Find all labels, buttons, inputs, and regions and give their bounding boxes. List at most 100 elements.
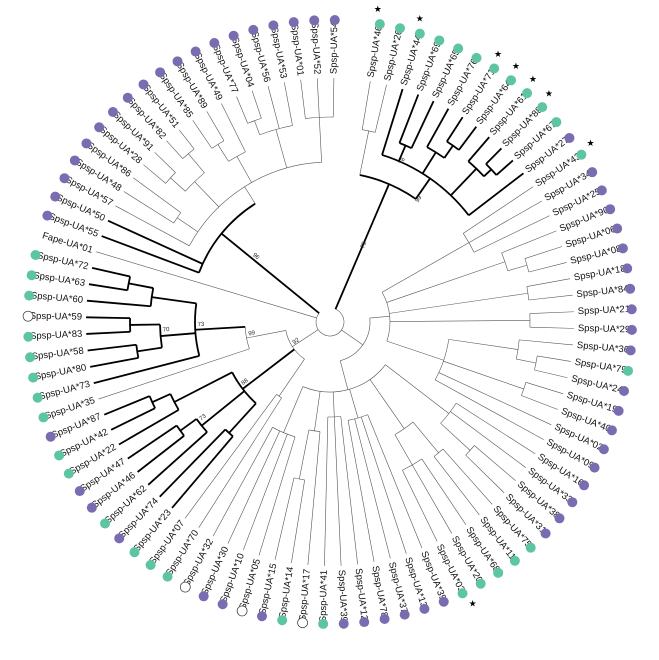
leaf-branch [473, 215, 550, 253]
internal-branch [334, 183, 390, 310]
purple-marker [579, 480, 590, 491]
green-marker [38, 412, 49, 423]
internal-branch [443, 360, 524, 390]
internal-branch [151, 393, 171, 403]
leaf-branch [107, 219, 204, 265]
internal-branch [283, 386, 304, 433]
clade-arc [165, 172, 176, 184]
leaf-branch [354, 418, 391, 559]
leaf-label: Spsp-UA*21 [578, 304, 631, 317]
green-marker [25, 352, 36, 363]
leaf-branch [402, 470, 438, 542]
clade-arc [501, 252, 509, 271]
star-icon: ★ [469, 599, 477, 609]
green-marker [129, 547, 140, 558]
leaf-branch [334, 416, 342, 566]
internal-branch [339, 360, 349, 390]
bootstrap-value: 96 [251, 252, 260, 261]
leaf-label: Spsp-UA*84 [576, 284, 629, 301]
star-icon: ★ [374, 5, 382, 15]
internal-branch [128, 282, 154, 289]
root-arc [315, 308, 345, 337]
green-marker [493, 567, 504, 578]
internal-branch [275, 129, 288, 169]
leaf-branch [307, 431, 321, 566]
leaf-branch [143, 164, 166, 184]
internal-branch [440, 423, 471, 451]
purple-marker [438, 596, 449, 607]
bootstrap-values: 96 75 99 78 99 73 88 92 73 70 [163, 156, 424, 422]
leaf-label: Spsp-UA*63 [32, 270, 85, 289]
bootstrap-value: 75 [360, 240, 368, 249]
star-icon: ★ [512, 62, 520, 72]
purple-marker [589, 462, 600, 473]
clade-arc [340, 318, 371, 361]
clade-arc [173, 212, 182, 224]
clade-arc [381, 292, 391, 342]
leaf-branch [291, 479, 305, 563]
leaf-branch [179, 129, 195, 150]
clade-arc [285, 330, 305, 360]
purple-marker [107, 107, 118, 118]
open-marker [22, 310, 34, 322]
internal-branch [443, 145, 454, 159]
star-icon: ★ [529, 75, 537, 85]
internal-branch [194, 181, 220, 208]
internal-branch [170, 177, 186, 192]
leaf-branch [166, 140, 183, 159]
leaf-branch [398, 94, 420, 144]
leaf-branch [374, 84, 387, 133]
bootstrap-value: 78 [399, 156, 407, 165]
leaf-label: Spsp-UA*18 [573, 263, 626, 283]
purple-marker [626, 324, 637, 335]
clade-arc [485, 163, 498, 176]
clade-arc [381, 154, 470, 216]
leaf-label: Spsp-UA*41 [318, 570, 330, 623]
clade-arc [244, 326, 250, 349]
internal-branch [398, 145, 407, 162]
clade-arc [434, 339, 450, 381]
purple-marker [622, 263, 633, 274]
purple-marker [379, 614, 390, 625]
star-icon: ★ [494, 50, 502, 60]
green-marker [509, 555, 520, 566]
internal-branch [246, 330, 286, 339]
purple-marker [617, 243, 628, 254]
green-marker [414, 28, 425, 39]
leaf-label: Spsp-UA*36 [576, 340, 629, 356]
open-marker [297, 617, 308, 629]
leaf-branch [86, 316, 131, 320]
leaf-branch [446, 116, 464, 143]
internal-branch [201, 390, 245, 427]
leaf-branch [137, 435, 185, 473]
green-marker [434, 35, 445, 46]
purple-marker [613, 405, 624, 416]
leaf-branch [192, 120, 213, 149]
leaf-branch [300, 79, 306, 119]
green-marker [471, 52, 482, 63]
green-marker [54, 450, 65, 461]
leaf-branch [495, 159, 514, 176]
internal-branch [341, 329, 364, 346]
leaf-branch [463, 186, 534, 234]
clade-arc [148, 395, 156, 409]
internal-branch [220, 232, 320, 314]
leaf-branch [118, 409, 180, 446]
clade-arc [302, 364, 386, 393]
internal-branch [160, 332, 196, 337]
bootstrap-value: 99 [415, 194, 424, 203]
purple-marker [598, 444, 609, 455]
internal-branch [369, 315, 390, 319]
purple-marker [114, 533, 125, 544]
internal-branch [359, 130, 370, 176]
leaf-branch [421, 458, 467, 525]
bootstrap-value: 73 [197, 322, 205, 328]
internal-branch [173, 371, 233, 403]
internal-branch [369, 379, 405, 429]
green-marker [457, 588, 468, 599]
leaf-label: Spsp-UA*39 [336, 569, 349, 622]
green-marker [453, 43, 464, 54]
purple-marker [74, 486, 85, 497]
leaf-label: Spsp-UA*01 [288, 23, 305, 76]
leaf-branch [456, 402, 536, 455]
